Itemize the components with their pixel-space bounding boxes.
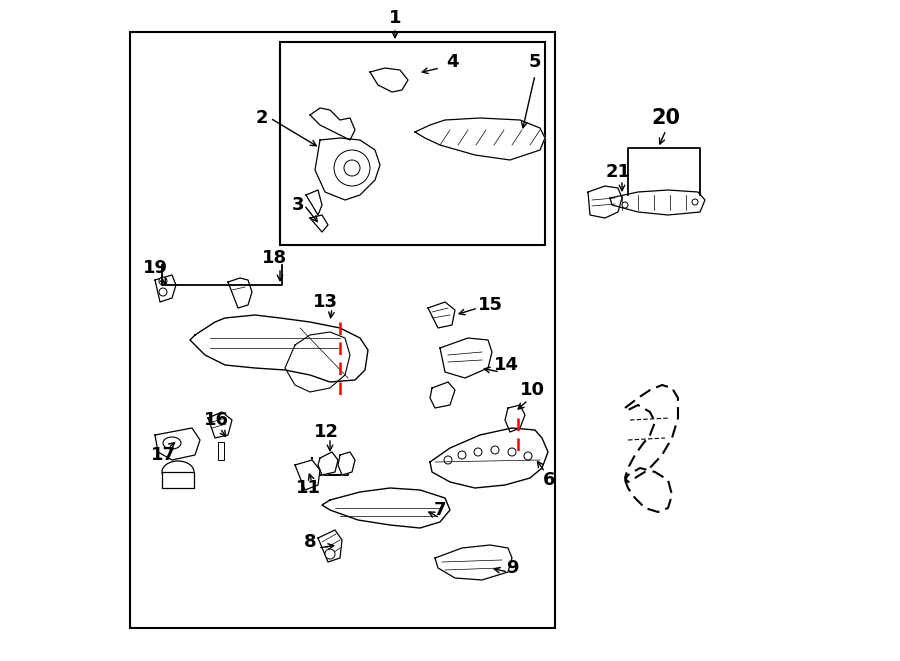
- Text: 17: 17: [150, 446, 176, 464]
- Text: 5: 5: [529, 53, 541, 71]
- Bar: [130, 32, 555, 628]
- Polygon shape: [228, 278, 252, 308]
- Text: 8: 8: [303, 533, 316, 551]
- Text: 20: 20: [652, 108, 680, 128]
- Circle shape: [444, 456, 452, 464]
- Polygon shape: [318, 452, 338, 475]
- Text: 11: 11: [295, 479, 320, 497]
- Circle shape: [334, 150, 370, 186]
- Polygon shape: [430, 382, 455, 408]
- Circle shape: [524, 452, 532, 460]
- Text: 2: 2: [256, 109, 268, 127]
- Polygon shape: [285, 332, 350, 392]
- Polygon shape: [306, 190, 322, 215]
- Polygon shape: [435, 545, 512, 580]
- Circle shape: [622, 202, 628, 208]
- Text: 6: 6: [543, 471, 555, 489]
- Polygon shape: [315, 138, 380, 200]
- Polygon shape: [588, 186, 622, 218]
- Polygon shape: [162, 472, 194, 488]
- Polygon shape: [610, 190, 705, 215]
- Circle shape: [159, 277, 167, 285]
- Circle shape: [508, 448, 516, 456]
- Text: 10: 10: [519, 381, 544, 399]
- Polygon shape: [428, 302, 455, 328]
- Polygon shape: [310, 215, 328, 232]
- Text: 13: 13: [312, 293, 338, 311]
- Text: 15: 15: [478, 296, 502, 314]
- Circle shape: [458, 451, 466, 459]
- Polygon shape: [370, 68, 408, 92]
- Polygon shape: [155, 275, 176, 302]
- Text: 4: 4: [446, 53, 458, 71]
- Polygon shape: [310, 108, 355, 140]
- Polygon shape: [505, 405, 525, 432]
- Circle shape: [692, 199, 698, 205]
- Bar: [218, 442, 224, 460]
- Polygon shape: [440, 338, 492, 378]
- Text: 9: 9: [506, 559, 518, 577]
- Circle shape: [325, 549, 335, 559]
- Polygon shape: [430, 428, 548, 488]
- Ellipse shape: [163, 437, 181, 449]
- Circle shape: [159, 288, 167, 296]
- Text: 18: 18: [263, 249, 288, 267]
- Circle shape: [474, 448, 482, 456]
- Circle shape: [344, 160, 360, 176]
- Polygon shape: [318, 530, 342, 562]
- Ellipse shape: [162, 461, 194, 483]
- Polygon shape: [322, 488, 450, 528]
- Polygon shape: [190, 315, 368, 382]
- Text: 12: 12: [313, 423, 338, 441]
- Polygon shape: [295, 460, 320, 490]
- Text: 14: 14: [493, 356, 518, 374]
- Polygon shape: [208, 412, 232, 438]
- Text: 19: 19: [142, 259, 167, 277]
- Text: 7: 7: [434, 501, 446, 519]
- Bar: [280, 42, 545, 245]
- Text: 21: 21: [606, 163, 631, 181]
- Text: 1: 1: [389, 9, 401, 27]
- Text: 3: 3: [292, 196, 304, 214]
- Polygon shape: [415, 118, 545, 160]
- Polygon shape: [155, 428, 200, 460]
- Text: 16: 16: [203, 411, 229, 429]
- Polygon shape: [338, 452, 355, 475]
- Circle shape: [491, 446, 499, 454]
